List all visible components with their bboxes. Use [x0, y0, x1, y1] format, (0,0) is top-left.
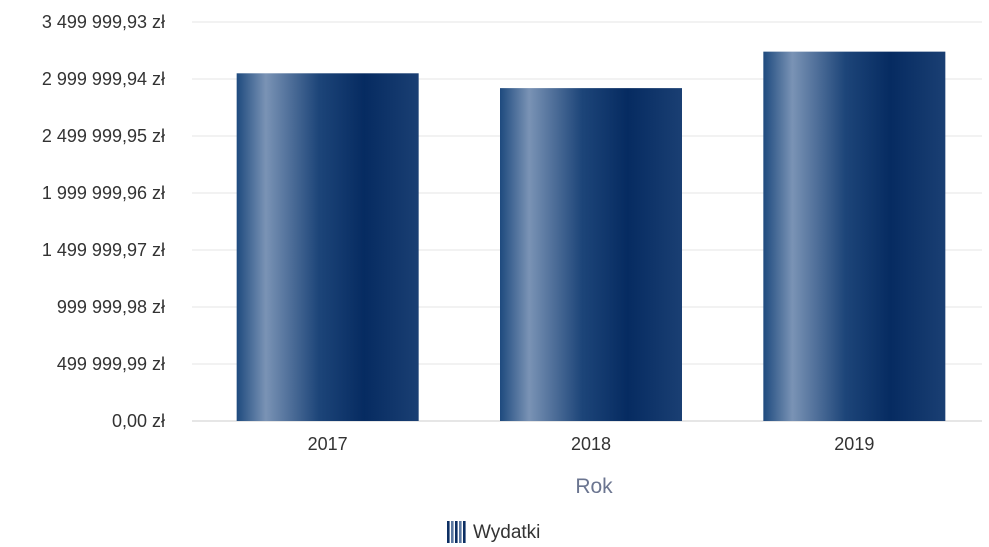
bars [236, 51, 946, 422]
x-axis: 2017 2018 2019 [308, 434, 875, 454]
y-tick-label: 1 999 999,96 zł [42, 183, 165, 203]
x-tick-label: 2018 [571, 434, 611, 454]
y-tick-label: 499 999,99 zł [57, 354, 165, 374]
legend[interactable]: Wydatki [447, 521, 540, 543]
y-tick-label: 2 999 999,94 zł [42, 69, 165, 89]
y-tick-label: 3 499 999,93 zł [42, 12, 165, 32]
y-tick-label: 2 499 999,95 zł [42, 126, 165, 146]
y-axis: 0,00 zł 499 999,99 zł 999 999,98 zł 1 499 9… [42, 12, 165, 431]
bar-2017[interactable] [236, 73, 419, 422]
y-tick-label: 0,00 zł [112, 411, 165, 431]
bar-2019[interactable] [763, 51, 946, 422]
y-tick-label: 999 999,98 zł [57, 297, 165, 317]
legend-swatch [447, 521, 466, 543]
bar-2018[interactable] [500, 88, 682, 421]
x-axis-label: Rok [575, 475, 613, 498]
legend-label: Wydatki [473, 522, 540, 543]
x-tick-label: 2019 [834, 434, 874, 454]
x-tick-label: 2017 [308, 434, 348, 454]
y-tick-label: 1 499 999,97 zł [42, 240, 165, 260]
